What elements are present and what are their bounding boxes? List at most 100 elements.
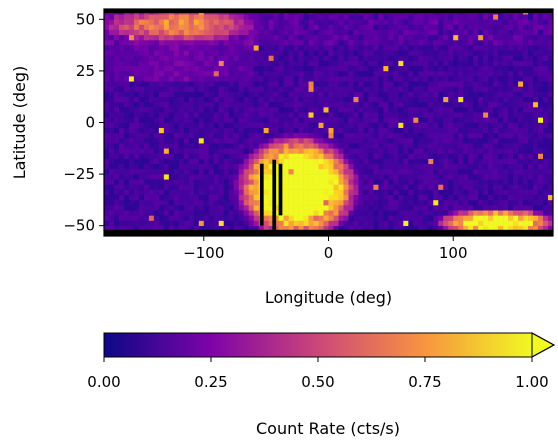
heatmap-cell (348, 137, 354, 144)
heatmap-cell (533, 50, 539, 56)
heatmap-cell (423, 91, 429, 98)
heatmap-cell (348, 122, 354, 128)
heatmap-cell (353, 86, 359, 92)
heatmap-cell (183, 39, 190, 46)
heatmap-cell (353, 112, 359, 118)
heatmap-cell (543, 34, 549, 41)
heatmap-cell (348, 210, 354, 216)
heatmap-cell (438, 194, 444, 201)
heatmap-cell (478, 153, 484, 159)
heatmap-cell (483, 24, 489, 30)
heatmap-cell (308, 122, 314, 128)
heatmap-cell (218, 199, 225, 206)
heatmap-cell (403, 179, 409, 185)
heatmap-cell (403, 127, 409, 134)
heatmap-cell (373, 168, 379, 175)
heatmap-cell (198, 91, 205, 98)
heatmap-cell (293, 91, 299, 98)
heatmap-cell (503, 179, 509, 185)
heatmap-cell (313, 174, 319, 180)
heatmap-cell (463, 158, 469, 165)
heatmap-cell (238, 34, 244, 41)
heatmap-cell (303, 194, 309, 201)
y-tick-label: −25 (63, 165, 95, 183)
heatmap-cell (143, 19, 150, 25)
heatmap-cell (318, 55, 324, 61)
heatmap-cell (493, 122, 499, 128)
heatmap-cell (223, 50, 230, 56)
heatmap-cell (458, 107, 464, 113)
heatmap-cell (158, 132, 165, 139)
heatmap-cell (208, 76, 215, 82)
heatmap-cell (368, 205, 374, 211)
heatmap-cell (303, 132, 309, 139)
heatmap-cell (358, 148, 364, 154)
heatmap-cell (313, 122, 319, 128)
heatmap-cell (308, 158, 314, 165)
heatmap-cell (288, 189, 294, 196)
heatmap-cell (498, 91, 504, 98)
heatmap-cell (258, 70, 264, 77)
heatmap-cell (153, 34, 160, 41)
heatmap-cell (168, 34, 175, 41)
heatmap-cell (398, 220, 404, 226)
heatmap-cell (398, 60, 404, 67)
heatmap-cell (443, 205, 449, 211)
heatmap-cell (453, 81, 459, 87)
heatmap-cell (228, 76, 235, 82)
heatmap-cell (128, 210, 135, 216)
heatmap-cell (493, 194, 499, 201)
heatmap-cell (328, 143, 334, 149)
heatmap-cell (128, 215, 135, 221)
heatmap-cell (383, 50, 389, 56)
heatmap-cell (498, 19, 504, 25)
heatmap-cell (393, 199, 399, 206)
heatmap-cell (113, 163, 120, 170)
heatmap-cell (473, 70, 479, 77)
heatmap-cell (298, 168, 304, 175)
heatmap-cell (163, 50, 170, 56)
heatmap-cell (318, 137, 324, 144)
heatmap-cell (168, 215, 175, 221)
heatmap-cell (163, 174, 170, 180)
heatmap-cell (198, 101, 205, 108)
heatmap-cell (508, 163, 514, 170)
heatmap-cell (363, 55, 369, 61)
heatmap-cell (203, 101, 210, 108)
heatmap-cell (158, 220, 165, 226)
heatmap-cell (133, 24, 140, 30)
heatmap-cell (108, 34, 115, 41)
heatmap-cell (518, 34, 524, 41)
heatmap-cell (298, 24, 304, 30)
heatmap-cell (523, 112, 529, 118)
heatmap-cell (498, 107, 504, 113)
heatmap-cell (183, 215, 190, 221)
heatmap-cell (528, 24, 534, 30)
heatmap-cell (138, 122, 145, 128)
heatmap-cell (283, 143, 289, 149)
heatmap-cell (528, 127, 534, 134)
heatmap-cell (513, 29, 519, 36)
heatmap-cell (333, 210, 339, 216)
heatmap-cell (378, 117, 384, 123)
heatmap-cell (523, 194, 529, 201)
heatmap-cell (303, 117, 309, 123)
heatmap-cell (513, 205, 519, 211)
heatmap-cell (483, 205, 489, 211)
heatmap-cell (503, 112, 509, 118)
heatmap-cell (523, 220, 529, 226)
heatmap-cell (413, 174, 419, 180)
heatmap-cell (183, 137, 190, 144)
heatmap-cell (353, 143, 359, 149)
heatmap-cell (273, 163, 279, 170)
heatmap-cell (148, 60, 155, 67)
heatmap-cell (428, 148, 434, 154)
colorbar-tick-label: 0.00 (87, 373, 120, 391)
heatmap-cell (423, 158, 429, 165)
heatmap-cell (533, 199, 539, 206)
heatmap-cell (473, 34, 479, 41)
heatmap-cell (128, 205, 135, 211)
heatmap-cell (248, 163, 254, 170)
heatmap-cell (513, 199, 519, 206)
heatmap-cell (358, 194, 364, 201)
